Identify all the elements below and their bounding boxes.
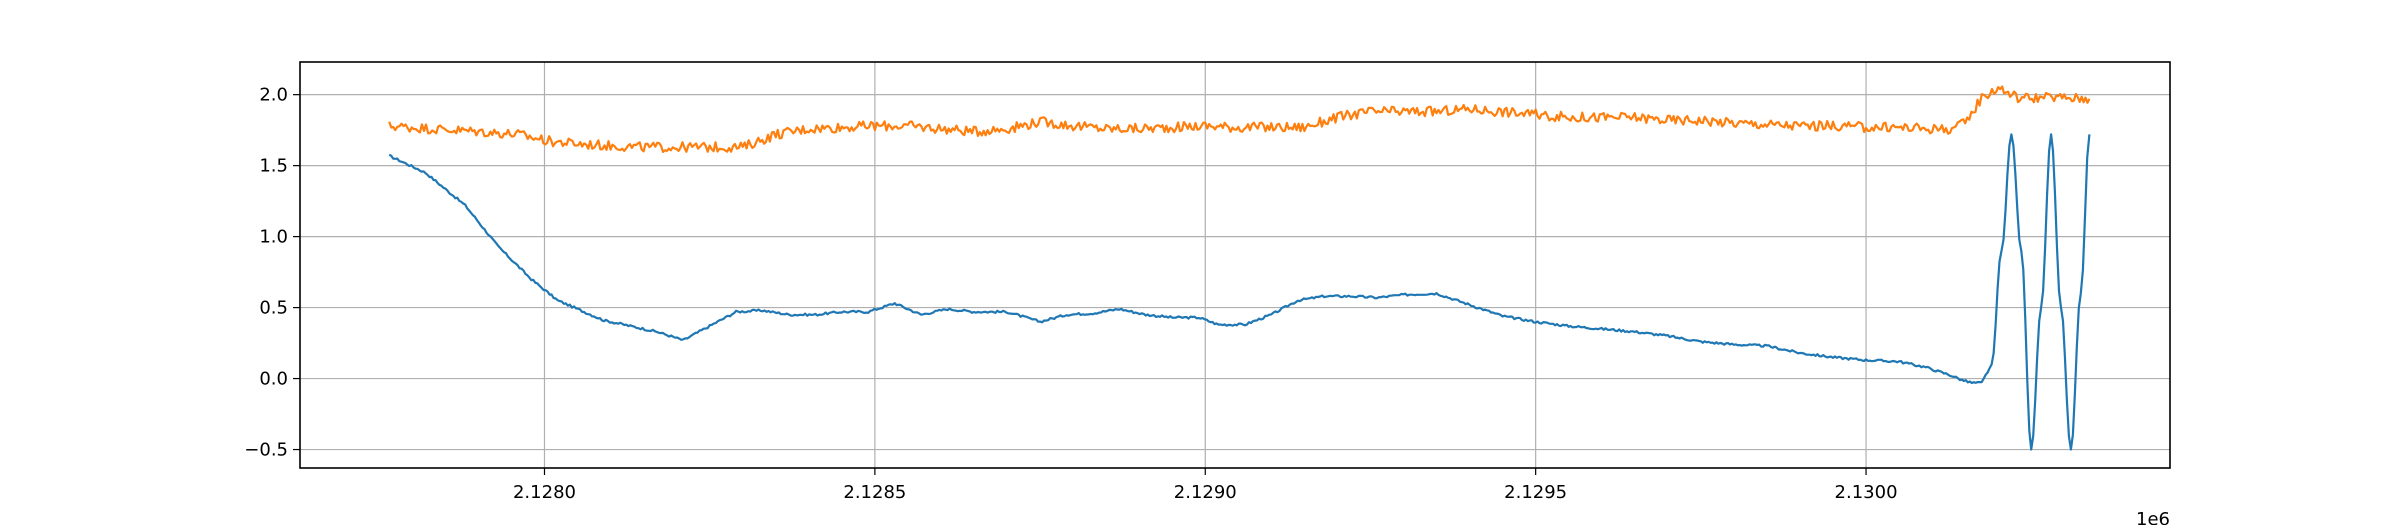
x-tick-label: 2.1285 — [843, 482, 906, 503]
x-tick-label: 2.1280 — [513, 482, 576, 503]
y-axis: −0.5 0.0 0.5 1.0 1.5 2.0 — [244, 85, 300, 461]
y-tick-label: 0.5 — [259, 298, 288, 319]
plot-frame — [299, 61, 2171, 469]
x-tick-label: 2.1295 — [1504, 482, 1567, 503]
series-line-2 — [388, 85, 2091, 153]
y-tick-label: 1.0 — [259, 227, 288, 248]
y-tick-label: 2.0 — [259, 85, 288, 106]
series-group — [388, 85, 2091, 451]
x-offset-label: 1e6 — [2136, 509, 2170, 525]
y-tick-label: 1.5 — [259, 156, 288, 177]
series-line-1 — [388, 133, 2091, 451]
x-tick-label: 2.1300 — [1835, 482, 1898, 503]
x-axis: 2.1280 2.1285 2.1290 2.1295 2.1300 — [513, 468, 1898, 503]
grid-lines — [300, 62, 2170, 468]
y-tick-label: −0.5 — [244, 440, 288, 461]
x-tick-label: 2.1290 — [1174, 482, 1237, 503]
y-tick-label: 0.0 — [259, 369, 288, 390]
